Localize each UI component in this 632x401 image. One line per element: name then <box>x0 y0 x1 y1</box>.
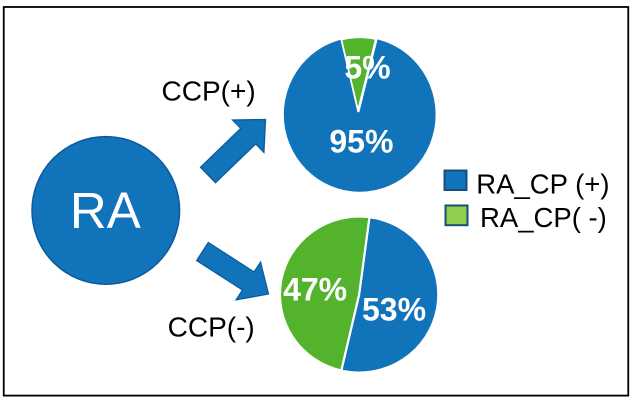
svg-text:95%: 95% <box>329 124 393 160</box>
svg-text:53%: 53% <box>362 292 426 328</box>
svg-text:CCP(-): CCP(-) <box>168 311 255 342</box>
svg-text:RA_CP (+): RA_CP (+) <box>476 169 609 200</box>
svg-text:47%: 47% <box>283 272 347 308</box>
svg-text:RA_CP( -): RA_CP( -) <box>480 202 607 233</box>
svg-text:RA: RA <box>70 182 141 239</box>
svg-text:5%: 5% <box>344 50 390 86</box>
svg-text:CCP(+): CCP(+) <box>162 75 256 106</box>
